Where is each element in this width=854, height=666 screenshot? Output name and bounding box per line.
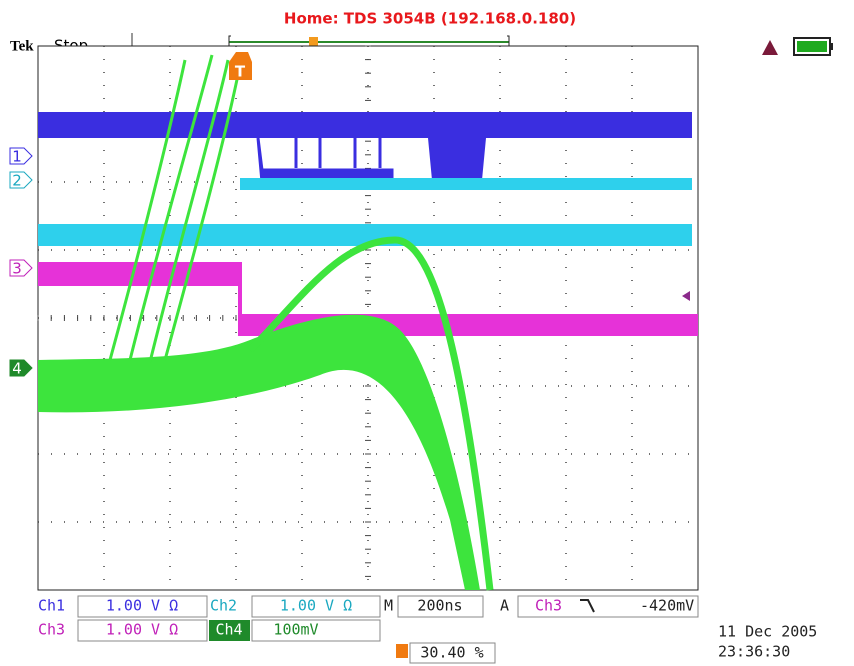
trigger-marker-label: T (235, 63, 246, 81)
record-marker (309, 37, 318, 53)
trigger-marker (229, 52, 252, 80)
time: 23:36:30 (718, 643, 790, 661)
trigger-box (517, 595, 699, 618)
ch4-scale: 100mV (273, 621, 318, 639)
ch3-marker (9, 259, 33, 277)
timebase: 200ns (417, 597, 462, 615)
ch2-scale: 1.00 V Ω (280, 597, 352, 615)
date: 11 Dec 2005 (718, 623, 817, 641)
trigger-level: -420mV (640, 597, 694, 615)
ch4-marker (9, 359, 33, 377)
ch1-marker-label: 1 (12, 148, 22, 166)
trigger-pos-icon (396, 644, 408, 658)
ch3-box (77, 619, 208, 642)
trigger-label: A (500, 597, 509, 615)
ch2-trace-high (240, 178, 692, 190)
battery-tip (830, 43, 833, 50)
ch4-rising (108, 54, 242, 363)
ch1-scale: 1.00 V Ω (106, 597, 178, 615)
ch3-label: Ch3 (38, 621, 65, 639)
ch2-box (251, 595, 381, 618)
trigger-source: Ch3 (535, 597, 562, 615)
trigger-level-marker (682, 291, 690, 301)
timebase-box (397, 595, 484, 618)
trigger-position: 30.40 % (420, 644, 483, 662)
ch2-marker-label: 2 (12, 172, 22, 190)
ch4-upper (247, 236, 494, 591)
window-title: Home: TDS 3054B (192.168.0.180) (284, 10, 576, 28)
ch1-trace (38, 112, 692, 138)
ch2-marker (9, 171, 33, 189)
battery-level (797, 41, 827, 52)
timebase-label: M (384, 597, 393, 615)
ch4-box (251, 619, 381, 642)
ch1-box (77, 595, 208, 618)
readouts: Ch1 1.00 V Ω Ch2 1.00 V Ω M 200ns A Ch3 … (38, 595, 817, 664)
ch1-marker (9, 147, 33, 165)
ch1-glitch (256, 137, 394, 184)
ch1-burst (428, 138, 486, 180)
ch3-marker-label: 3 (12, 260, 22, 278)
ch2-label: Ch2 (210, 597, 237, 615)
ch4-label-box (209, 620, 250, 641)
trigger-pos-box (409, 642, 496, 664)
ch4-label: Ch4 (215, 621, 242, 639)
ch3-trace-high (38, 262, 240, 286)
ch4-marker-label: 4 (12, 360, 22, 378)
brand: Tek (10, 38, 34, 54)
channel-markers: 1 2 3 4 (9, 147, 33, 378)
ch3-scale: 1.00 V Ω (106, 621, 178, 639)
ch3-edge (238, 262, 242, 336)
ch4-envelope (38, 314, 480, 590)
waveforms (38, 54, 698, 591)
falling-edge-icon (580, 599, 595, 613)
trigger-indicator (762, 40, 778, 55)
ch1-label: Ch1 (38, 597, 65, 615)
